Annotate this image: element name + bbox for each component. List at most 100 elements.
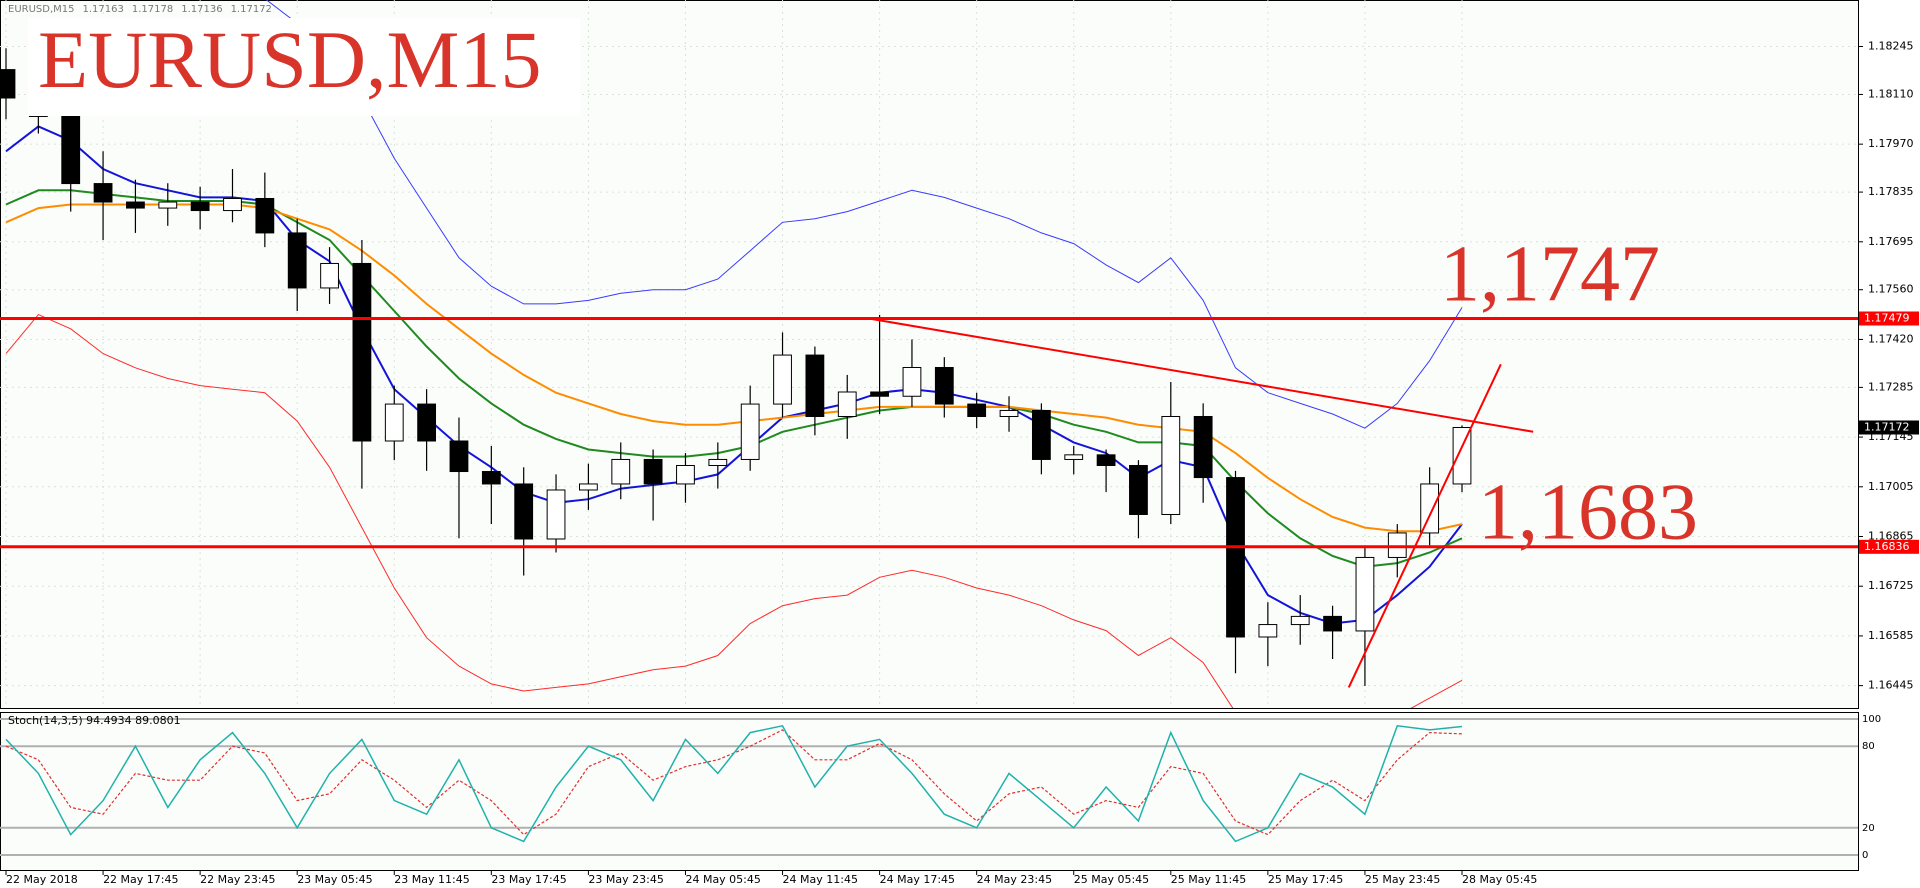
stoch-panel	[0, 712, 1859, 871]
candle-body	[1129, 464, 1148, 515]
x-tick-label: 23 May 05:45	[297, 873, 372, 886]
candle-body	[255, 197, 275, 234]
header-value: 1.17136	[181, 4, 222, 15]
candle-body	[320, 262, 339, 289]
level-label: 1.17479	[1864, 311, 1910, 324]
x-tick-label: 28 May 05:45	[1462, 873, 1537, 886]
stoch-area	[0, 718, 1858, 856]
candle-body	[1355, 556, 1375, 632]
candle-body	[902, 366, 922, 397]
y-tick-label: 1.17285	[1868, 380, 1914, 393]
axes: 1.18245 1.18110 1.17970 1.17835 1.17695 1.175…	[5, 40, 1919, 886]
trend-line	[866, 317, 1534, 433]
candle-body	[579, 483, 598, 491]
candle-body	[1387, 532, 1407, 558]
header-value: 1.17163	[82, 4, 123, 15]
candle-body	[352, 262, 372, 442]
x-tick-label: 25 May 17:45	[1268, 873, 1343, 886]
candle-body	[384, 403, 404, 442]
candle-body	[1420, 483, 1440, 534]
header: EURUSD,M15 1.17163 1.17178 1.17136 1.17172	[8, 4, 272, 15]
candle-body	[1193, 415, 1213, 479]
x-tick-label: 22 May 2018	[6, 873, 78, 886]
candle-body	[481, 471, 501, 485]
indicator-line	[5, 313, 1463, 708]
x-tick-label: 24 May 17:45	[880, 873, 955, 886]
candle-body	[740, 403, 760, 460]
candle-body	[93, 183, 113, 203]
price-label: 1.17172	[1864, 420, 1910, 433]
x-tick-label: 25 May 23:45	[1365, 873, 1440, 886]
candle-body	[1452, 426, 1472, 485]
candle-body	[773, 354, 792, 405]
stoch-tick-label: 100	[1862, 714, 1881, 725]
level-tag	[1859, 539, 1919, 554]
annotation: 1,1747	[1440, 230, 1660, 318]
y-tick-label: 1.17420	[1868, 332, 1914, 345]
header-symbol: EURUSD,M15	[8, 4, 74, 15]
stoch-title: Stoch(14,3,5) 94.4934 89.0801	[8, 714, 181, 727]
candle-body	[676, 464, 695, 485]
candle-body	[1096, 454, 1116, 466]
indicator-line	[5, 125, 1463, 625]
price-area	[0, 0, 1858, 708]
stoch-tick-label: 20	[1862, 823, 1875, 834]
stoch-tick-label: 0	[1862, 850, 1868, 861]
candle-body	[967, 403, 987, 417]
candle-body	[611, 458, 631, 485]
x-tick-label: 22 May 23:45	[200, 873, 275, 886]
y-tick-label: 1.17970	[1868, 137, 1914, 150]
title-box	[28, 18, 580, 116]
main-panel	[0, 0, 1859, 709]
price-tag	[1859, 420, 1919, 435]
y-tick-label: 1.16725	[1868, 579, 1914, 592]
y-tick-label: 1.16585	[1868, 629, 1914, 642]
indicator-line	[265, 0, 1463, 429]
candle-body	[870, 391, 889, 397]
candle-body	[837, 391, 857, 417]
candle-body	[190, 201, 210, 212]
indicator-line	[5, 189, 1463, 568]
indicator-line	[5, 203, 1463, 533]
candle-body	[934, 366, 954, 405]
y-tick-label: 1.17560	[1868, 283, 1914, 296]
candle-body	[1064, 454, 1084, 460]
stoch-tick-label: 80	[1862, 741, 1875, 752]
candle-body	[999, 409, 1019, 417]
stoch-main	[5, 724, 1463, 843]
y-tick-label: 1.18110	[1868, 87, 1914, 100]
trend-line	[1347, 363, 1502, 688]
candle-body	[61, 115, 81, 185]
candle-body	[1290, 615, 1310, 626]
x-tick-label: 24 May 11:45	[783, 873, 858, 886]
x-tick-label: 24 May 23:45	[977, 873, 1052, 886]
candle-body	[126, 201, 145, 209]
candle-body	[0, 69, 16, 99]
candle-body	[1161, 415, 1181, 515]
candle-body	[287, 232, 307, 289]
candle-body	[1323, 615, 1342, 632]
candle-body	[546, 489, 566, 540]
y-tick-label: 1.16445	[1868, 679, 1914, 692]
annotation: 1,1683	[1478, 468, 1698, 556]
x-tick-label: 23 May 17:45	[491, 873, 566, 886]
candle-body	[417, 403, 437, 442]
chart-title: EURUSD,M15	[38, 14, 541, 105]
x-tick-label: 22 May 17:45	[103, 873, 178, 886]
candle-body	[449, 440, 469, 473]
candle-body	[643, 458, 663, 485]
x-tick-label: 23 May 23:45	[588, 873, 663, 886]
x-tick-label: 24 May 05:45	[685, 873, 760, 886]
y-tick-label: 1.16865	[1868, 530, 1914, 543]
candle-body	[1226, 477, 1245, 638]
x-tick-label: 25 May 05:45	[1074, 873, 1149, 886]
candle-body	[1258, 624, 1278, 638]
x-tick-label: 25 May 11:45	[1171, 873, 1246, 886]
y-tick-label: 1.18245	[1868, 40, 1914, 53]
header-value: 1.17172	[231, 4, 272, 15]
y-tick-label: 1.17695	[1868, 235, 1914, 248]
candle-body	[514, 483, 534, 540]
candle-body	[1031, 409, 1051, 460]
y-tick-label: 1.17005	[1868, 480, 1914, 493]
